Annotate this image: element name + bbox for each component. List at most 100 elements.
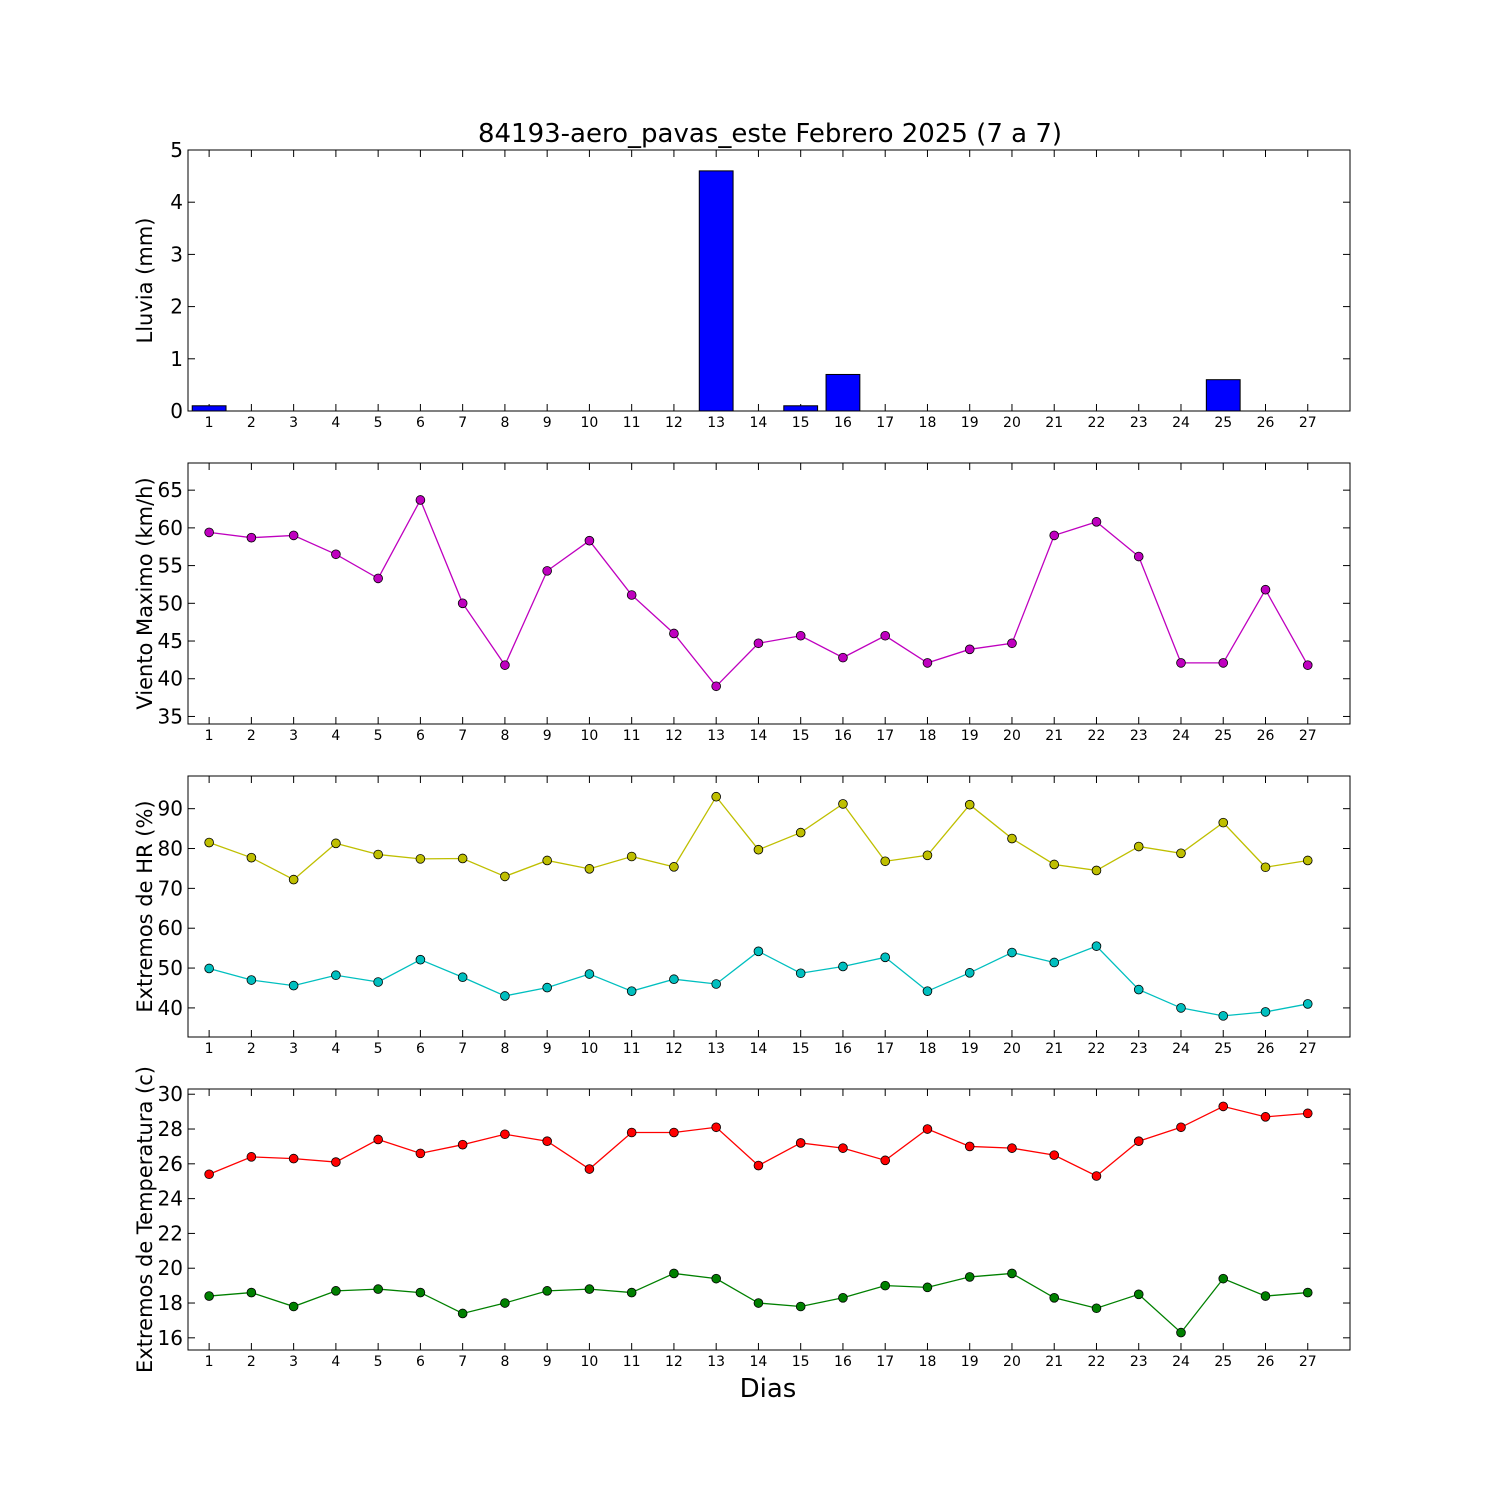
point-viento [1091, 517, 1102, 527]
point-viento [500, 660, 510, 670]
x-tick-label: 16 [834, 1041, 852, 1057]
y-axis-label-viento: Viento Maximo (km/h) [133, 477, 157, 709]
point-temp-min [457, 1308, 468, 1319]
x-tick-label: 12 [665, 415, 683, 431]
x-tick-label: 18 [919, 1354, 937, 1370]
x-tick-label: 24 [1172, 728, 1190, 744]
point-temp-min [753, 1298, 764, 1308]
point-temp-max [1218, 1101, 1229, 1112]
x-tick-label: 5 [374, 1354, 383, 1370]
x-tick-label: 27 [1299, 728, 1317, 744]
x-tick-label: 24 [1172, 1041, 1190, 1057]
point-temp-min [373, 1284, 383, 1294]
point-hr-min [204, 963, 214, 974]
point-temp-max [1302, 1108, 1313, 1119]
point-temp-max [1176, 1122, 1186, 1133]
point-temp-min [964, 1272, 975, 1282]
x-tick-label: 9 [543, 1354, 552, 1370]
point-hr-min [964, 968, 975, 978]
point-viento [288, 530, 299, 541]
x-tick-label: 27 [1299, 415, 1317, 431]
point-temp-min [1091, 1303, 1102, 1314]
x-tick-label: 21 [1045, 1041, 1063, 1057]
point-viento [795, 630, 806, 641]
point-temp-min [204, 1291, 214, 1301]
y-tick-label: 35 [158, 704, 183, 728]
point-temp-min [415, 1287, 426, 1298]
point-viento [1302, 660, 1313, 670]
point-temp-max [711, 1122, 721, 1133]
x-tick-label: 14 [750, 415, 768, 431]
point-hr-min [1218, 1011, 1229, 1021]
x-tick-label: 10 [581, 1041, 599, 1057]
x-tick-label: 1 [205, 1041, 214, 1057]
point-hr-min [669, 974, 679, 985]
point-temp-max [753, 1160, 764, 1171]
x-tick-label: 14 [750, 1354, 768, 1370]
x-tick-label: 14 [750, 1041, 768, 1057]
point-hr-min [584, 969, 595, 979]
x-tick-label: 11 [623, 728, 641, 744]
x-tick-label: 4 [331, 415, 340, 431]
point-hr-min [711, 979, 721, 989]
point-hr-min [331, 970, 341, 981]
point-hr-max [1091, 865, 1102, 876]
point-temp-max [1091, 1171, 1102, 1181]
x-tick-label: 3 [289, 1041, 298, 1057]
point-hr-min [542, 982, 552, 993]
point-hr-min [373, 977, 383, 987]
y-tick-label: 60 [158, 516, 183, 540]
y-tick-label: 50 [158, 591, 183, 615]
point-hr-min [415, 954, 426, 965]
point-hr-max [880, 856, 890, 867]
x-tick-label: 17 [876, 1041, 894, 1057]
point-hr-min [1049, 957, 1060, 968]
point-temp-max [626, 1127, 637, 1138]
point-viento [711, 681, 721, 692]
x-tick-label: 11 [623, 1354, 641, 1370]
y-tick-label: 3 [170, 242, 183, 266]
plot-frame-temperatura [187, 1088, 1351, 1351]
x-tick-label: 23 [1130, 1041, 1148, 1057]
point-hr-min [753, 946, 764, 957]
plot-frame-viento [187, 462, 1351, 725]
x-tick-label: 17 [876, 1354, 894, 1370]
point-temp-max [584, 1164, 595, 1174]
y-tick-label: 20 [158, 1256, 183, 1280]
x-tick-label: 21 [1045, 1354, 1063, 1370]
x-tick-label: 13 [707, 415, 725, 431]
x-tick-label: 1 [205, 728, 214, 744]
x-tick-label: 25 [1214, 728, 1232, 744]
y-axis-label-hr: Extremos de HR (%) [133, 800, 157, 1012]
x-tick-label: 16 [834, 415, 852, 431]
x-tick-label: 15 [792, 728, 810, 744]
point-viento [331, 549, 341, 560]
point-temp-min [1049, 1293, 1060, 1303]
point-hr-min [922, 986, 933, 996]
point-viento [246, 532, 257, 543]
y-tick-label: 70 [158, 876, 183, 900]
x-tick-label: 20 [1003, 728, 1021, 744]
point-temp-max [415, 1148, 426, 1159]
point-viento [838, 652, 848, 663]
x-axis-label: Dias [740, 1374, 797, 1404]
point-hr-min [880, 952, 890, 963]
x-tick-label: 18 [919, 1041, 937, 1057]
point-hr-max [1049, 859, 1060, 870]
x-tick-label: 24 [1172, 1354, 1190, 1370]
point-temp-min [246, 1287, 257, 1298]
point-temp-min [922, 1282, 933, 1293]
point-temp-min [838, 1293, 848, 1303]
x-tick-label: 17 [876, 728, 894, 744]
x-tick-label: 24 [1172, 415, 1190, 431]
x-tick-label: 20 [1003, 1041, 1021, 1057]
x-tick-label: 19 [961, 1041, 979, 1057]
x-tick-label: 16 [834, 1354, 852, 1370]
y-tick-label: 22 [158, 1221, 183, 1245]
point-temp-min [1218, 1273, 1229, 1284]
x-tick-label: 12 [665, 728, 683, 744]
x-tick-label: 22 [1088, 728, 1106, 744]
point-temp-max [542, 1136, 552, 1146]
